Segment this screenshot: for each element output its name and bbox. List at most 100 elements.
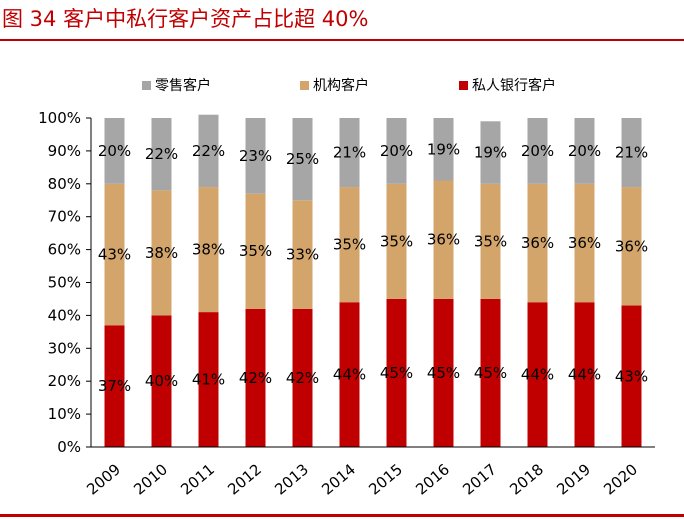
data-label: 45% [474, 364, 507, 382]
bar-segment [527, 302, 548, 447]
data-label: 36% [521, 234, 554, 252]
data-label: 21% [333, 144, 366, 162]
x-tick-label: 2015 [365, 460, 406, 498]
data-label: 21% [615, 144, 648, 162]
bar-segment [527, 183, 548, 303]
legend-label: 零售客户 [155, 77, 211, 94]
bar-segment [386, 298, 407, 447]
y-tick-label: 60% [48, 241, 81, 259]
bar-segment [433, 298, 454, 447]
data-label: 44% [333, 366, 366, 384]
y-tick-label: 90% [48, 142, 81, 160]
y-tick-label: 70% [48, 208, 81, 226]
y-tick-label: 50% [48, 274, 81, 292]
x-tick-label: 2009 [83, 460, 124, 498]
data-label: 42% [239, 369, 272, 387]
x-tick-label: 2013 [271, 460, 312, 498]
data-label: 44% [568, 366, 601, 384]
bars: 37% 43% 20% 40% 38% 22% 41% 38% 22% 42% 35% 23% 42% 3… [98, 114, 648, 447]
bar-segment [621, 305, 642, 447]
data-label: 44% [521, 366, 554, 384]
data-label: 43% [98, 246, 131, 264]
x-tick-label: 2012 [224, 460, 265, 498]
y-tick-label: 30% [48, 339, 81, 357]
bar-segment [198, 187, 219, 313]
bar-segment [386, 183, 407, 299]
data-label: 43% [615, 367, 648, 385]
data-label: 20% [568, 142, 601, 160]
y-tick-label: 80% [48, 175, 81, 193]
bar-segment [245, 308, 266, 447]
legend-swatch [459, 81, 468, 90]
x-tick-label: 2010 [130, 460, 171, 498]
data-label: 40% [145, 372, 178, 390]
bar-segment [151, 190, 172, 316]
chart-title: 图 34 客户中私行客户资产占比超 40% [2, 7, 369, 31]
bar-segment [574, 118, 595, 184]
bar-segment [292, 118, 313, 201]
x-tick-label: 2020 [600, 460, 641, 498]
data-label: 25% [286, 150, 319, 168]
y-tick-label: 40% [48, 306, 81, 324]
bar-segment [621, 118, 642, 188]
bar-segment [433, 118, 454, 181]
data-label: 38% [192, 241, 225, 259]
bar-segment [198, 312, 219, 447]
data-label: 22% [145, 145, 178, 163]
data-label: 36% [568, 234, 601, 252]
bar-segment [574, 302, 595, 447]
legend-label: 私人银行客户 [472, 77, 556, 94]
x-tick-label: 2017 [459, 460, 500, 498]
bar-segment [480, 298, 501, 447]
data-label: 20% [98, 142, 131, 160]
bar-segment [433, 180, 454, 299]
bar-segment [574, 183, 595, 303]
x-axis: 2009 2010 2011 2012 2013 2014 2015 2016 2017 2018… [83, 446, 655, 499]
bar-segment [245, 193, 266, 309]
data-label: 33% [286, 246, 319, 264]
data-label: 45% [427, 364, 460, 382]
x-tick-label: 2014 [318, 460, 359, 498]
x-tick-label: 2019 [553, 460, 594, 498]
legend: 零售客户 机构客户 私人银行客户 [142, 77, 556, 94]
data-label: 20% [380, 142, 413, 160]
bar-segment [292, 200, 313, 309]
title-rule [0, 39, 684, 41]
bar-segment [104, 325, 125, 447]
data-label: 19% [427, 140, 460, 158]
data-label: 35% [380, 232, 413, 250]
data-label: 45% [380, 364, 413, 382]
bar-segment [621, 187, 642, 306]
data-label: 23% [239, 147, 272, 165]
bar-segment [292, 308, 313, 447]
data-label: 35% [333, 236, 366, 254]
data-label: 37% [98, 377, 131, 395]
data-label: 38% [145, 244, 178, 262]
data-label: 41% [192, 371, 225, 389]
legend-swatch [300, 81, 309, 90]
bar-segment [480, 121, 501, 184]
data-label: 20% [521, 142, 554, 160]
data-label: 35% [239, 242, 272, 260]
x-tick-label: 2016 [412, 460, 453, 498]
bar-segment [339, 187, 360, 303]
bar-segment [386, 118, 407, 184]
data-label: 42% [286, 369, 319, 387]
data-label: 36% [615, 237, 648, 255]
x-tick-label: 2018 [506, 460, 547, 498]
bar-segment [104, 183, 125, 326]
bar-segment [339, 302, 360, 447]
y-tick-label: 100% [38, 109, 81, 127]
bar-segment [151, 315, 172, 447]
bottom-rule [0, 514, 684, 517]
legend-swatch [142, 81, 151, 90]
data-label: 22% [192, 142, 225, 160]
y-axis: 0% 10% 20% 30% 40% 50% 60% 70% 80% 90% 100% [38, 109, 92, 456]
data-label: 19% [474, 144, 507, 162]
y-tick-label: 0% [57, 438, 81, 456]
bar-segment [480, 183, 501, 299]
bar-segment [104, 118, 125, 184]
y-tick-label: 10% [48, 405, 81, 423]
x-tick-label: 2011 [177, 460, 218, 498]
